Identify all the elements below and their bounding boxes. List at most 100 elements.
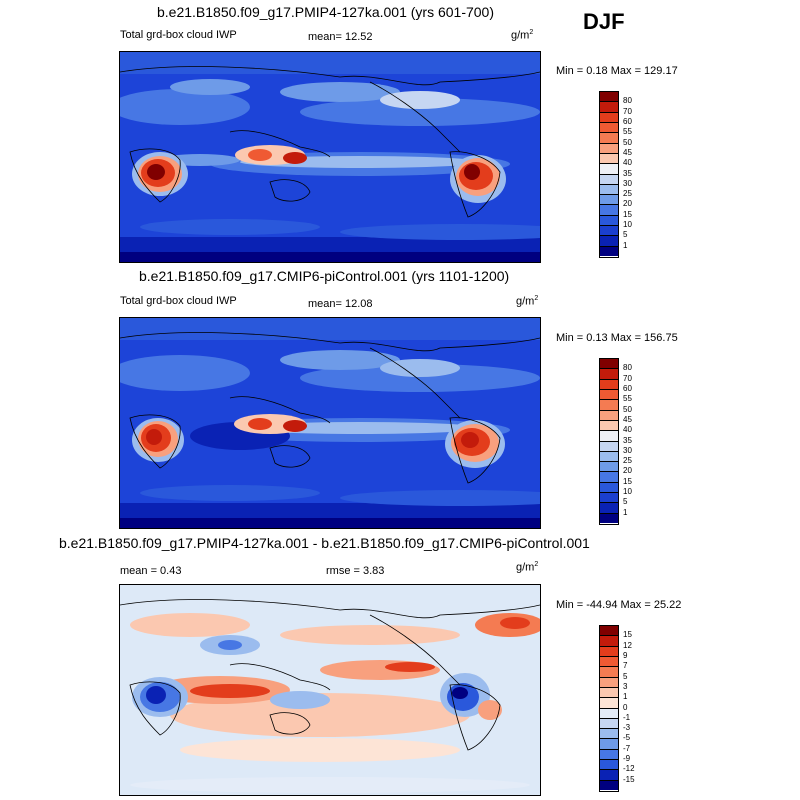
panel2-variable-label: Total grd-box cloud IWP xyxy=(120,295,237,307)
colorbar-tick-label: -9 xyxy=(623,754,631,764)
colorbar-tick-label: 15 xyxy=(623,209,632,219)
colorbar-tick-label: 55 xyxy=(623,127,632,137)
colorbar-box xyxy=(600,441,618,452)
colorbar-tick-label: 50 xyxy=(623,137,632,147)
panel3-units: g/m2 xyxy=(516,561,539,574)
panel3-map-field xyxy=(120,599,540,793)
colorbar-box xyxy=(600,667,618,678)
colorbar-box xyxy=(600,102,618,113)
colorbar-box xyxy=(600,462,618,473)
colorbar-box xyxy=(600,246,618,256)
colorbar-box xyxy=(600,359,618,370)
colorbar-tick-label: 1 xyxy=(623,240,628,250)
colorbar-tick-label: 5 xyxy=(623,230,628,240)
colorbar-tick-label: 20 xyxy=(623,466,632,476)
colorbar-tick-label: 40 xyxy=(623,425,632,435)
panel3-title: b.e21.B1850.f09_g17.PMIP4-127ka.001 - b.… xyxy=(59,535,590,551)
colorbar-tick-label: 40 xyxy=(623,158,632,168)
panel3-mean: mean = 0.43 xyxy=(120,565,182,577)
panel2-mean: mean= 12.08 xyxy=(308,298,373,310)
colorbar-tick-label: 5 xyxy=(623,497,628,507)
colorbar-tick-label: -5 xyxy=(623,733,631,743)
colorbar-box xyxy=(600,133,618,144)
colorbar-box xyxy=(600,112,618,123)
colorbar-box xyxy=(600,656,618,668)
colorbar-box xyxy=(600,698,618,709)
colorbar-tick-label: 45 xyxy=(623,147,632,157)
colorbar-tick-label: 30 xyxy=(623,178,632,188)
colorbar-box xyxy=(600,760,618,771)
colorbar-box xyxy=(600,379,618,390)
colorbar-box xyxy=(600,195,618,206)
colorbar-tick-label: -1 xyxy=(623,712,631,722)
colorbar-tick-label: 35 xyxy=(623,168,632,178)
colorbar-box xyxy=(600,174,618,185)
colorbar-tick-label: 9 xyxy=(623,650,628,660)
colorbar-tick-label: 70 xyxy=(623,106,632,116)
colorbar-tick-label: 10 xyxy=(623,220,632,230)
colorbar-box xyxy=(600,236,618,247)
colorbar-box xyxy=(600,122,618,134)
colorbar-box xyxy=(600,513,618,523)
colorbar-box xyxy=(600,636,618,647)
panel3-colorbar xyxy=(599,625,619,792)
panel3-minmax: Min = -44.94 Max = 25.22 xyxy=(556,599,682,611)
panel1-map-field xyxy=(120,52,540,262)
colorbar-box xyxy=(600,472,618,483)
colorbar-tick-label: 5 xyxy=(623,671,628,681)
panel1-variable-label: Total grd-box cloud IWP xyxy=(120,29,237,41)
colorbar-box xyxy=(600,420,618,432)
colorbar-box xyxy=(600,770,618,781)
colorbar-tick-label: -7 xyxy=(623,743,631,753)
colorbar-tick-label: 25 xyxy=(623,189,632,199)
panel2-units: g/m2 xyxy=(516,295,539,308)
colorbar-tick-label: 7 xyxy=(623,661,628,671)
colorbar-tick-label: -12 xyxy=(623,764,635,774)
colorbar-tick-label: 55 xyxy=(623,394,632,404)
panel2-title: b.e21.B1850.f09_g17.CMIP6-piControl.001 … xyxy=(139,268,510,284)
colorbar-box xyxy=(600,503,618,514)
colorbar-box xyxy=(600,369,618,380)
panel2-map xyxy=(119,317,541,529)
colorbar-tick-label: 25 xyxy=(623,456,632,466)
colorbar-box xyxy=(600,164,618,175)
colorbar-box xyxy=(600,153,618,165)
colorbar-box xyxy=(600,205,618,216)
colorbar-box xyxy=(600,431,618,442)
colorbar-tick-label: 1 xyxy=(623,692,628,702)
colorbar-tick-label: 35 xyxy=(623,435,632,445)
panel1-map xyxy=(119,51,541,263)
panel1-colorbar xyxy=(599,91,619,258)
panel3-map xyxy=(119,584,541,796)
panel2-colorbar xyxy=(599,358,619,525)
colorbar-tick-label: 70 xyxy=(623,373,632,383)
colorbar-tick-label: 30 xyxy=(623,445,632,455)
colorbar-box xyxy=(600,92,618,103)
colorbar-box xyxy=(600,400,618,411)
colorbar-box xyxy=(600,677,618,688)
colorbar-box xyxy=(600,718,618,730)
colorbar-tick-label: 50 xyxy=(623,404,632,414)
colorbar-tick-label: 15 xyxy=(623,476,632,486)
season-label: DJF xyxy=(583,9,625,34)
colorbar-box xyxy=(600,780,618,790)
panel2-map-field xyxy=(120,318,540,528)
colorbar-tick-label: 3 xyxy=(623,681,628,691)
colorbar-tick-label: 60 xyxy=(623,383,632,393)
colorbar-box xyxy=(600,143,618,154)
colorbar-tick-label: -3 xyxy=(623,723,631,733)
colorbar-tick-label: 20 xyxy=(623,199,632,209)
colorbar-tick-label: 80 xyxy=(623,96,632,106)
colorbar-tick-label: 80 xyxy=(623,363,632,373)
colorbar-box xyxy=(600,729,618,740)
colorbar-tick-label: 1 xyxy=(623,507,628,517)
colorbar-box xyxy=(600,482,618,494)
colorbar-box xyxy=(600,749,618,761)
colorbar-box xyxy=(600,389,618,401)
colorbar-tick-label: 15 xyxy=(623,630,632,640)
colorbar-tick-label: 12 xyxy=(623,640,632,650)
colorbar-box xyxy=(600,646,618,657)
colorbar-box xyxy=(600,226,618,237)
colorbar-tick-label: 0 xyxy=(623,702,628,712)
colorbar-box xyxy=(600,451,618,463)
